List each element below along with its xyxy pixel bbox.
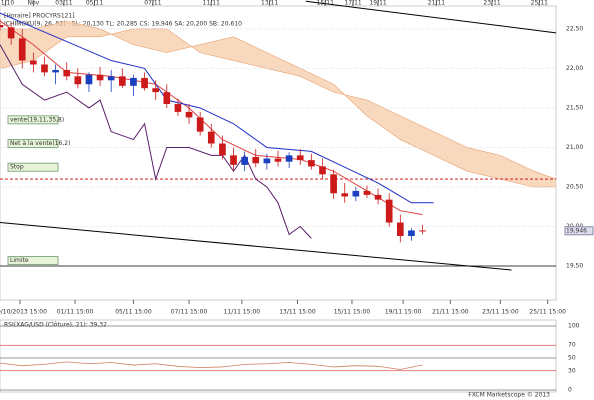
candle-body <box>308 160 315 167</box>
annotation-box <box>7 115 59 125</box>
top-x-tick-label: 25/11 <box>531 0 548 7</box>
annotation-box <box>7 139 59 149</box>
candle-body <box>252 156 260 164</box>
candle-body <box>85 74 93 85</box>
candle-body <box>96 74 104 81</box>
y-tick-label: 22,50 <box>566 25 583 32</box>
rsi-tick-label: 50 <box>568 355 576 362</box>
candle-body <box>130 77 137 86</box>
x-tick-label: 23/11 15:00 <box>482 309 519 316</box>
candle-body <box>385 199 393 223</box>
cloud <box>0 21 556 187</box>
candle-body <box>330 174 337 194</box>
annotation: Net à la vente(16,2) <box>10 140 70 147</box>
candle-body <box>396 222 404 236</box>
x-tick-label: 01/11 15:00 <box>57 309 94 316</box>
candle-body <box>174 104 182 112</box>
x-tick-label: 05/11 15:00 <box>115 309 152 316</box>
candle-body <box>30 60 37 65</box>
footer: FXCM Marketscope © 2013 <box>468 392 550 399</box>
annotation: vente(19,11,35,8) <box>10 116 64 123</box>
candle-body <box>41 64 48 73</box>
cloud-edge <box>0 28 557 180</box>
candle-body <box>0 24 4 28</box>
top-x-tick-label: 13/11 <box>261 0 278 7</box>
rsi-tick-label: 30 <box>568 367 576 374</box>
candle-body <box>107 76 115 81</box>
candle-body <box>363 190 371 195</box>
candle-body <box>118 76 126 86</box>
candle-body <box>352 190 360 197</box>
top-x-tick-label: 03/11 <box>55 0 72 7</box>
candle-body <box>7 27 15 39</box>
y-tick-label: 19,50 <box>566 263 583 270</box>
candle-body <box>52 70 59 73</box>
candle-body <box>230 155 237 165</box>
candle-body <box>296 155 304 161</box>
rsi-line <box>0 361 423 370</box>
rsi-panel <box>0 319 557 393</box>
top-x-tick-label: 17/11 <box>344 0 361 7</box>
y-tick-label: 21,00 <box>566 144 583 151</box>
x-tick-label: 19/11 15:00 <box>385 309 422 316</box>
x-tick-label: 21/11 15:00 <box>432 309 469 316</box>
x-tick-label: 29/10/2013 15:00 <box>0 309 47 316</box>
x-tick-label: 07/11 15:00 <box>171 309 208 316</box>
top-x-tick-label: 11/11 <box>203 0 220 7</box>
header: [Horaire] PROCYRS121] <box>4 13 75 20</box>
top-x-tick-label: Nov <box>28 0 40 7</box>
y-tick-label: 22,00 <box>566 65 583 72</box>
annotation: Limite <box>10 257 29 264</box>
price-tag <box>564 226 594 236</box>
top-x-tick-label: 05/11 <box>86 0 103 7</box>
y-tick-label: 20,50 <box>566 183 583 190</box>
candle-body <box>341 193 349 197</box>
annotation-box <box>7 255 59 265</box>
indicator-legend: ICHIMOKU(9, 26, 52) - SL: 20,130 TL: 20,… <box>4 21 242 28</box>
indicator-line <box>0 222 512 271</box>
candle-body <box>419 230 426 232</box>
candle-body <box>163 92 171 104</box>
annotation: Stop <box>10 164 24 171</box>
x-tick-label: 15/11 15:00 <box>334 309 371 316</box>
indicator-line <box>0 12 434 204</box>
rsi-tick-label: 70 <box>568 342 576 349</box>
indicator-line <box>0 44 312 239</box>
rsi-tick-label: 100 <box>568 323 580 330</box>
candle-body <box>263 158 271 164</box>
candle-body <box>219 143 226 156</box>
candle-body <box>374 194 382 200</box>
candle-body <box>319 166 326 175</box>
candle-body <box>18 38 26 61</box>
x-tick-label: 11/11 15:00 <box>224 309 261 316</box>
candle-body <box>196 117 204 132</box>
top-x-tick-label: 19/11 <box>369 0 386 7</box>
candle-body <box>141 77 148 89</box>
price-tag-label: 19,946 <box>566 227 587 234</box>
candle-body <box>207 131 215 144</box>
annotation-box <box>7 162 59 172</box>
x-tick-label: 25/11 15:00 <box>529 309 566 316</box>
candle-body <box>285 155 293 162</box>
candle-body <box>241 156 248 165</box>
candle-body <box>74 76 82 85</box>
y-tick-label: 21,50 <box>566 104 583 111</box>
top-x-tick-label: 21/11 <box>428 0 445 7</box>
top-x-tick-label: 31/10 <box>0 0 14 7</box>
candle-body <box>274 158 282 162</box>
candle-body <box>408 230 415 236</box>
rsi-title: RSI(XAG/USD (Clôture), 21): 39,32 <box>4 322 107 329</box>
indicator-line <box>305 0 557 34</box>
candle-body <box>152 88 160 93</box>
x-tick-label: 13/11 15:00 <box>279 309 316 316</box>
candle-body <box>63 70 71 77</box>
candle-body <box>185 111 193 118</box>
cloud-edge <box>0 20 556 188</box>
rsi-tick-label: 0 <box>568 387 572 394</box>
top-x-tick-label: 23/11 <box>483 0 500 7</box>
top-x-tick-label: 07/11 <box>144 0 161 7</box>
